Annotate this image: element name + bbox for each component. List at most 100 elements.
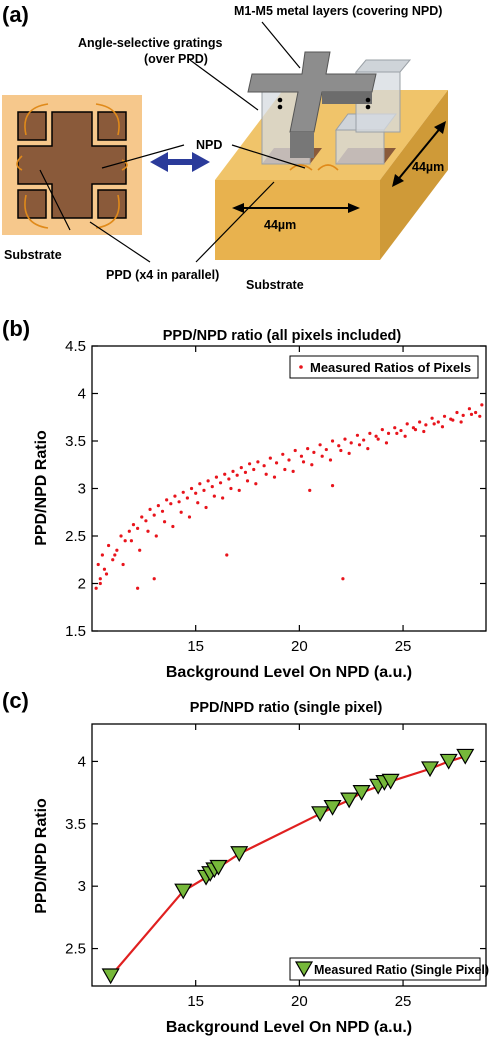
data-point <box>179 510 183 514</box>
data-point <box>442 414 447 418</box>
panel-b-ylabel: PPD/NPD Ratio <box>33 430 50 546</box>
top-view-ppd-bl <box>17 189 47 219</box>
data-point <box>301 460 306 464</box>
legend-triangle-marker <box>294 961 314 978</box>
data-point <box>306 447 310 451</box>
data-point <box>136 586 140 590</box>
label-substrate-left: Substrate <box>4 248 62 262</box>
b-ytick-label: 4.5 <box>65 338 86 355</box>
data-point <box>352 785 371 801</box>
data-point <box>418 420 422 424</box>
data-point <box>229 486 233 491</box>
data-point <box>478 414 482 418</box>
data-point <box>181 490 185 494</box>
data-point <box>469 412 474 416</box>
c-ytick-label: 4 <box>78 753 86 770</box>
data-point <box>209 859 228 876</box>
data-point <box>272 475 277 479</box>
data-point <box>156 504 160 508</box>
panel-c-legend: Measured Ratio (Single Pixel) <box>289 957 489 981</box>
data-point <box>196 501 200 505</box>
data-point <box>357 443 362 447</box>
data-point <box>374 434 378 438</box>
data-point <box>231 469 235 473</box>
data-point <box>101 968 120 985</box>
b-ytick-label: 2 <box>78 576 86 593</box>
data-point <box>384 441 389 445</box>
data-point <box>349 441 353 445</box>
data-point <box>252 467 256 472</box>
data-point <box>430 416 434 420</box>
data-point <box>121 562 125 567</box>
panel-a-diagram <box>2 21 448 263</box>
b-xtick-label: 25 <box>395 638 412 655</box>
label-gratings-line1: Angle-selective gratings <box>78 36 223 50</box>
top-view-bracket-tl <box>24 103 49 136</box>
panel-b-legend: Measured Ratios of Pixels <box>289 355 479 379</box>
panel-c-legend-label: Measured Ratio (Single Pixel) <box>314 963 489 977</box>
c-xtick-label: 20 <box>291 993 308 1010</box>
data-point <box>308 488 312 492</box>
data-point <box>337 444 341 448</box>
double-arrow <box>150 152 210 172</box>
panel-c-xlabel: Background Level On NPD (a.u.) <box>166 1019 412 1036</box>
panel-b-xlabel: Background Level On NPD (a.u.) <box>166 664 412 681</box>
data-point <box>339 448 343 453</box>
data-point <box>347 451 351 455</box>
data-point <box>104 572 109 576</box>
data-point <box>413 428 418 432</box>
panel-b-title: PPD/NPD ratio (all pixels included) <box>163 328 402 344</box>
c-xtick-label: 15 <box>187 993 204 1010</box>
panel-c-letter: (c) <box>2 688 29 713</box>
data-point <box>243 470 248 474</box>
data-point <box>136 526 140 530</box>
data-point <box>171 524 175 529</box>
data-point <box>146 529 150 533</box>
data-point <box>223 472 227 476</box>
data-point <box>129 539 133 543</box>
c-ytick-label: 3 <box>78 878 86 895</box>
data-point <box>202 488 206 492</box>
grating-box-br <box>335 129 385 165</box>
data-point <box>152 513 156 517</box>
data-point <box>123 539 127 543</box>
data-point <box>293 448 297 453</box>
data-point <box>102 567 107 571</box>
data-point <box>221 496 225 500</box>
dimension-arrows <box>232 121 446 213</box>
data-point <box>320 454 324 458</box>
data-point <box>206 479 210 483</box>
data-point <box>138 548 142 552</box>
data-point <box>174 883 193 900</box>
data-point <box>162 520 167 524</box>
data-point <box>198 482 202 486</box>
data-point <box>237 488 241 492</box>
data-point <box>376 437 380 441</box>
data-point <box>432 422 436 426</box>
data-point <box>264 472 268 476</box>
top-view-bracket-bl <box>24 194 49 229</box>
data-point <box>100 553 104 557</box>
data-point <box>165 498 169 502</box>
data-point <box>281 452 285 456</box>
data-point <box>340 792 359 809</box>
data-point <box>439 753 458 770</box>
top-view-pixel <box>2 95 142 235</box>
substrate-3d-block <box>215 90 448 260</box>
panel-c-axes-box <box>91 723 487 987</box>
top-view-bracket-left <box>16 155 23 171</box>
top-view-bracket-tr <box>95 103 120 136</box>
data-point <box>455 410 459 415</box>
data-point <box>96 562 100 567</box>
data-point <box>169 502 173 506</box>
label-metal-layers: M1-M5 metal layers (covering NPD) <box>234 4 443 18</box>
data-point <box>173 494 177 498</box>
label-dim-vertical: 44µm <box>412 160 445 174</box>
data-point <box>144 519 148 523</box>
data-point <box>212 494 216 498</box>
top-view-ppd-br <box>97 189 127 219</box>
panel-c-ylabel: PPD/NPD Ratio <box>33 798 50 914</box>
data-point <box>204 505 208 510</box>
data-point <box>395 431 399 435</box>
data-point <box>154 534 158 538</box>
